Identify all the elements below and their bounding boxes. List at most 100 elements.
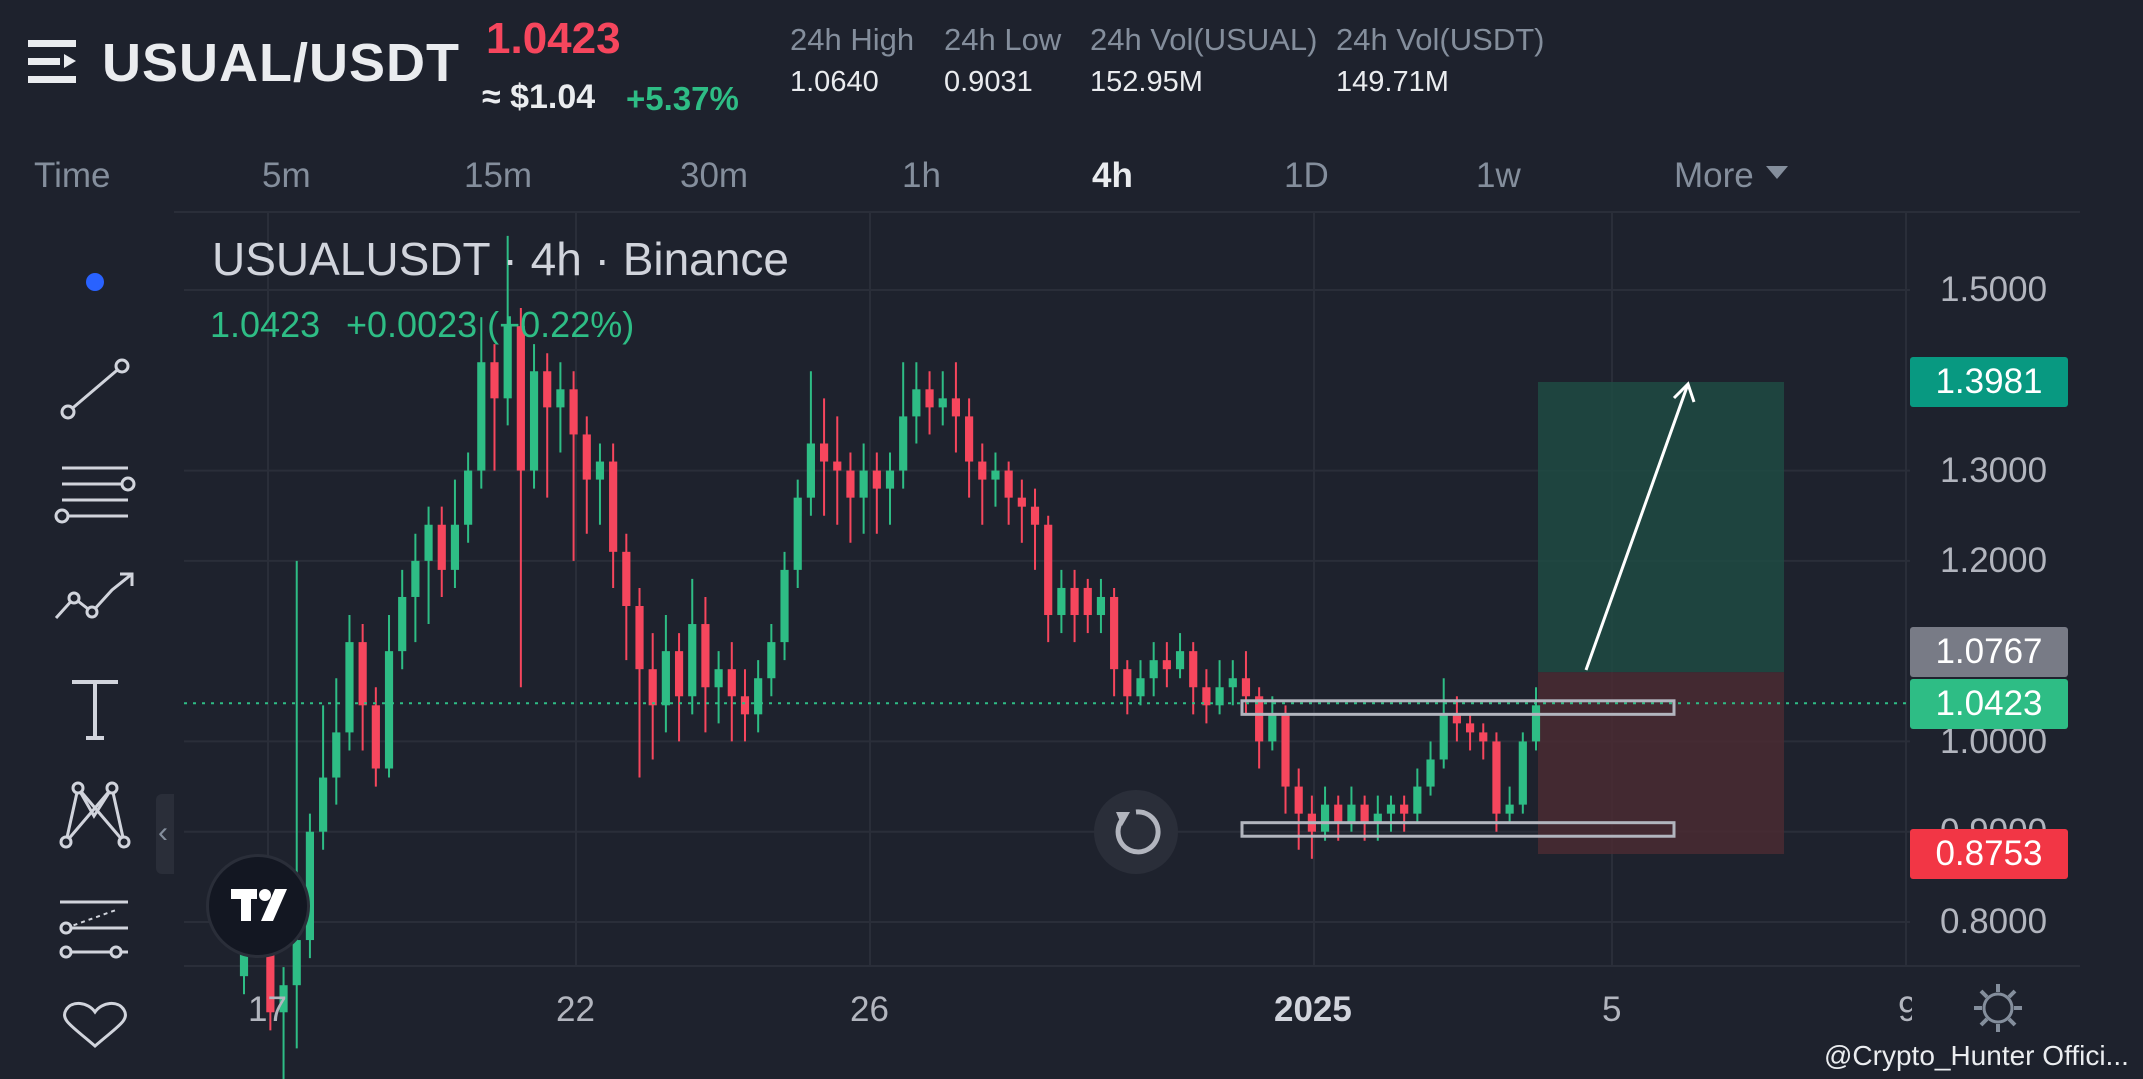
candle-body (1162, 660, 1171, 670)
tf-4h[interactable]: 4h (1092, 156, 1133, 195)
range-box (1240, 821, 1676, 838)
caret-down-icon[interactable] (1766, 166, 1788, 180)
candle-body (1531, 705, 1541, 742)
candle-body (319, 777, 328, 832)
watermark-text: @Crypto_Hunter Offici... (1824, 1040, 2129, 1071)
candle-body (424, 524, 433, 561)
text-tool-icon[interactable] (52, 672, 138, 748)
candle-body (1426, 759, 1435, 787)
pair-title[interactable]: USUAL/USDT (102, 33, 460, 93)
chart-grid (20, 211, 2080, 967)
tf-1d[interactable]: 1D (1284, 156, 1329, 195)
candle-body (1189, 651, 1198, 688)
price-usd: ≈ $1.04 (482, 78, 596, 116)
favorite-icon[interactable] (52, 996, 138, 1072)
candle-body (1268, 714, 1277, 742)
legend-change: +0.0023 (+0.22%) (346, 304, 635, 345)
candle-body (1241, 678, 1251, 697)
candle-body (411, 560, 420, 597)
candle-body (767, 642, 776, 679)
stat-value-vol-quote: 149.71M (1336, 66, 1449, 98)
candle-body (305, 831, 315, 941)
candle-body (358, 642, 367, 706)
candle-body (1452, 714, 1461, 724)
polyline-icon[interactable] (52, 566, 138, 642)
last-price-tag: 1.0423 (1910, 679, 2068, 729)
tf-time[interactable]: Time (34, 156, 111, 195)
candle-body (1465, 723, 1475, 733)
position-tool[interactable] (1538, 382, 1784, 855)
trend-line-icon[interactable] (52, 352, 138, 428)
fib-lines-icon[interactable] (52, 458, 138, 534)
candle-body (1175, 651, 1185, 670)
candle-body (1228, 678, 1237, 688)
candle-body (1255, 696, 1264, 742)
candle-body (1360, 804, 1369, 823)
toolbar-collapse-button[interactable]: ‹ (156, 794, 174, 874)
entry-price-tag: 1.0767 (1910, 627, 2068, 677)
candle-body (635, 606, 644, 670)
candle-body (674, 651, 684, 697)
chart-title: USUALUSDT · 4h · Binance (212, 233, 789, 285)
stat-label-vol-quote: 24h Vol(USDT) (1336, 22, 1545, 57)
target-price-tag: 1.3981 (1910, 357, 2068, 407)
stop-price-tag: 0.8753 (1910, 829, 2068, 879)
candle-body (450, 524, 460, 570)
candle-body (464, 470, 473, 525)
candle-body (714, 669, 723, 688)
range-box (1240, 699, 1676, 716)
stat-label-vol-base: 24h Vol(USUAL) (1090, 22, 1318, 57)
candle-body (925, 389, 934, 408)
gear-icon[interactable] (1972, 982, 2024, 1034)
target-arrow-line (1584, 383, 1690, 671)
y-axis-label: 1.2000 (1940, 541, 2048, 580)
candle-body (978, 461, 987, 480)
candle-body (1083, 587, 1092, 616)
tf-1w[interactable]: 1w (1476, 156, 1521, 195)
pattern-icon[interactable] (52, 778, 138, 854)
candle-body (1123, 669, 1132, 697)
x-axis-label: 17 (248, 990, 287, 1029)
tradingview-logo-icon (231, 889, 287, 921)
candle-body (279, 985, 288, 1013)
candle-body (740, 696, 750, 715)
dot-icon[interactable] (52, 244, 138, 320)
candle-body (1505, 804, 1514, 814)
last-price: 1.0423 (486, 14, 621, 63)
candle-body (332, 732, 341, 778)
candle-body (1373, 813, 1382, 823)
x-axis-label-year: 2025 (1274, 990, 1352, 1029)
candle-body (833, 461, 842, 471)
candle-body (1294, 786, 1303, 814)
candle-body (292, 940, 301, 986)
candle-body (1136, 678, 1145, 697)
candle-body (1347, 804, 1356, 823)
candle-body (516, 326, 525, 471)
tf-more[interactable]: More (1674, 156, 1754, 195)
candle-body (371, 705, 380, 769)
candle-body (1030, 506, 1040, 525)
chevron-left-icon: ‹ (158, 816, 168, 849)
tf-5m[interactable]: 5m (262, 156, 311, 195)
candle-body (1518, 741, 1527, 805)
drawings-layer[interactable] (184, 381, 1910, 838)
candle-body (490, 362, 499, 399)
candle-body (859, 470, 868, 498)
tradingview-logo[interactable] (206, 854, 310, 958)
tf-30m[interactable]: 30m (680, 156, 749, 195)
menu-icon[interactable] (28, 38, 80, 86)
candle-body (1215, 687, 1224, 706)
candle-body (1320, 804, 1330, 832)
prediction-icon[interactable] (52, 890, 138, 966)
candle-body (569, 389, 578, 435)
candle-body (1149, 660, 1158, 679)
candle-body (991, 470, 1000, 480)
candle-body (872, 470, 881, 489)
candle-body (806, 443, 815, 498)
candle-body (754, 678, 763, 715)
candle-body (885, 470, 895, 489)
reset-chart-button[interactable] (1094, 790, 1178, 874)
tf-1h[interactable]: 1h (902, 156, 941, 195)
tf-15m[interactable]: 15m (464, 156, 533, 195)
